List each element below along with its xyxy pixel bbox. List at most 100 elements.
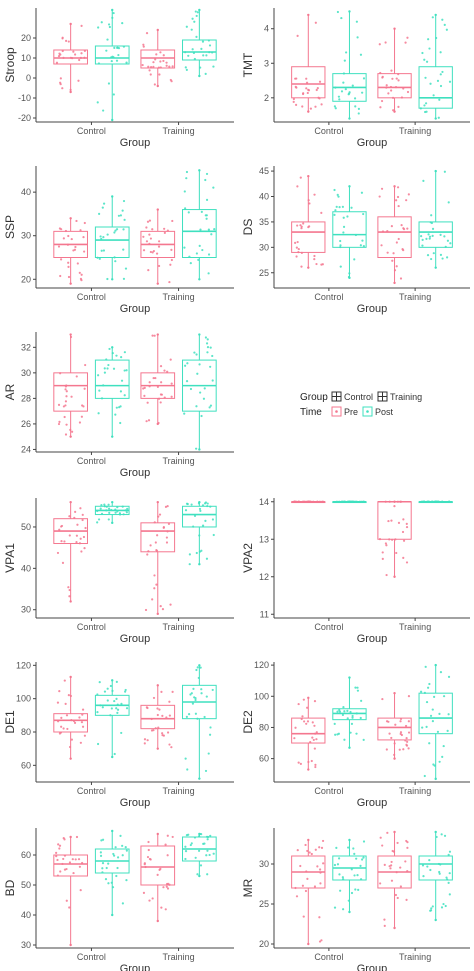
data-point (121, 209, 124, 212)
data-point (423, 58, 426, 61)
x-tick-label: Control (314, 126, 343, 136)
data-point (381, 844, 384, 847)
data-point (168, 714, 171, 717)
box-pre-training (377, 830, 412, 930)
data-point (185, 715, 188, 718)
box-post-training (182, 333, 217, 451)
data-point (310, 852, 313, 856)
data-point (339, 265, 342, 268)
data-point (307, 199, 310, 202)
data-point (198, 333, 201, 336)
data-point (149, 544, 152, 547)
data-point (152, 376, 155, 380)
data-point (359, 244, 362, 247)
data-point (151, 228, 154, 231)
data-point (396, 896, 399, 900)
data-point (156, 713, 159, 717)
data-point (186, 768, 189, 771)
data-point (111, 278, 114, 281)
data-point (359, 53, 363, 56)
data-point (393, 757, 396, 760)
data-point (300, 251, 303, 254)
data-point (350, 868, 353, 871)
data-point (184, 51, 187, 54)
data-point (124, 688, 127, 692)
data-point (199, 66, 202, 69)
data-point (55, 851, 58, 854)
data-point (212, 65, 215, 68)
data-point (61, 49, 64, 53)
data-point (198, 8, 201, 12)
x-tick-label: Control (314, 292, 343, 302)
data-point (299, 864, 302, 868)
data-point (434, 169, 437, 173)
data-point (166, 530, 169, 533)
data-point (394, 538, 397, 541)
data-point (380, 187, 384, 190)
data-point (388, 500, 391, 503)
data-point (122, 513, 125, 516)
data-point (111, 829, 114, 833)
data-point (100, 512, 104, 515)
data-point (156, 28, 159, 32)
data-point (60, 716, 63, 720)
data-point (99, 704, 102, 707)
data-point (66, 727, 69, 731)
data-point (184, 509, 188, 512)
data-point (69, 428, 72, 431)
data-point (151, 334, 154, 337)
data-point (294, 77, 297, 80)
data-point (188, 255, 191, 258)
y-axis-label: Stroop (3, 47, 17, 83)
data-point (438, 760, 441, 763)
y-tick-label: 40 (21, 563, 31, 573)
data-point (400, 224, 403, 227)
data-point (393, 575, 396, 578)
data-point (112, 854, 116, 857)
box-pre-control (291, 500, 326, 504)
data-point (421, 51, 424, 55)
data-point (353, 852, 356, 855)
box-post-training (182, 664, 217, 780)
data-point (76, 262, 79, 265)
data-point (207, 752, 210, 755)
data-point (425, 700, 429, 704)
legend-group-title: Group (300, 392, 328, 403)
data-point (110, 881, 113, 884)
data-point (97, 26, 100, 29)
data-point (103, 505, 106, 508)
data-point (116, 856, 120, 859)
data-point (362, 212, 365, 216)
data-point (439, 253, 443, 256)
data-point (199, 666, 202, 669)
data-point (76, 523, 79, 526)
box-post-training (418, 663, 453, 781)
data-point (313, 700, 317, 703)
data-point (106, 687, 109, 690)
data-point (185, 170, 189, 174)
data-point (148, 385, 151, 388)
data-point (195, 353, 198, 356)
data-point (388, 732, 391, 735)
data-point (434, 117, 437, 120)
data-point (212, 186, 215, 189)
data-point (205, 172, 209, 176)
y-tick-label: 60 (21, 850, 31, 860)
data-point (333, 863, 337, 867)
data-point (109, 714, 112, 717)
x-axis-label: Group (357, 963, 388, 971)
data-point (407, 193, 410, 196)
data-point (304, 843, 307, 847)
data-point (445, 28, 448, 31)
data-point (168, 883, 171, 886)
x-tick-label: Control (314, 622, 343, 632)
data-point (443, 170, 446, 173)
data-point (391, 259, 394, 262)
data-point (405, 561, 409, 564)
box-post-control (332, 185, 367, 280)
data-point (169, 78, 172, 82)
data-point (62, 837, 65, 840)
data-point (307, 838, 310, 842)
data-point (381, 76, 384, 79)
data-point (98, 257, 101, 260)
